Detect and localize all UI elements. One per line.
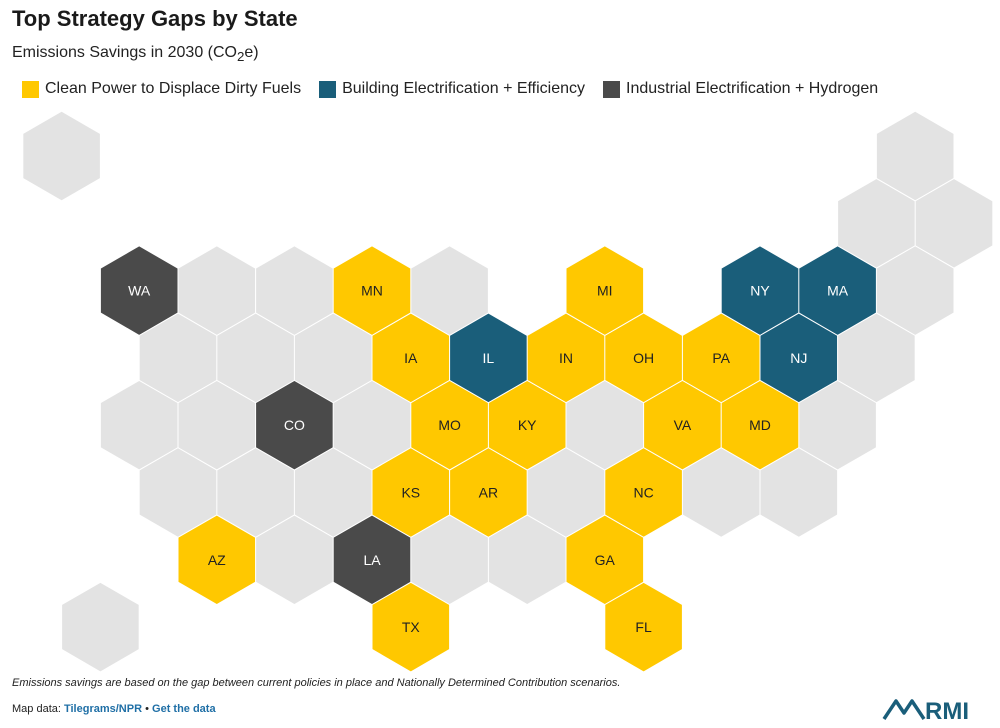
legend: Clean Power to Displace Dirty Fuels Buil… bbox=[22, 80, 896, 98]
hex-empty bbox=[61, 581, 140, 673]
hex-ma: MA bbox=[798, 245, 877, 336]
hex-tx: TX bbox=[371, 581, 450, 673]
subtitle-text: Emissions Savings in 2030 (CO bbox=[12, 44, 237, 61]
chart-subtitle: Emissions Savings in 2030 (CO2e) bbox=[12, 44, 259, 64]
state-label-nj: NJ bbox=[790, 350, 807, 366]
hex-la: LA bbox=[332, 514, 412, 605]
hex-ga: GA bbox=[565, 514, 644, 605]
subtitle-suffix: e) bbox=[244, 44, 259, 61]
footnote: Emissions savings are based on the gap b… bbox=[12, 677, 621, 689]
state-label-az: AZ bbox=[208, 552, 226, 568]
chart-title: Top Strategy Gaps by State bbox=[12, 6, 298, 31]
subtitle-subscript: 2 bbox=[236, 49, 245, 65]
state-label-nc: NC bbox=[633, 485, 653, 501]
legend-swatch-clean-power bbox=[22, 80, 39, 98]
legend-label-industrial: Industrial Electrification + Hydrogen bbox=[626, 80, 879, 97]
state-label-co: CO bbox=[284, 417, 305, 433]
state-label-md: MD bbox=[749, 417, 771, 433]
hex-shape bbox=[61, 581, 140, 673]
state-label-va: VA bbox=[674, 417, 692, 433]
legend-label-building: Building Electrification + Efficiency bbox=[342, 80, 586, 97]
state-label-ar: AR bbox=[479, 485, 498, 501]
state-label-oh: OH bbox=[633, 350, 654, 366]
hex-ny: NY bbox=[720, 245, 800, 336]
state-label-in: IN bbox=[559, 350, 573, 366]
legend-item-industrial: Industrial Electrification + Hydrogen bbox=[603, 80, 878, 98]
separator: • bbox=[142, 703, 153, 715]
rmi-logo: RMI bbox=[882, 698, 969, 722]
state-label-tx: TX bbox=[402, 619, 421, 635]
state-label-il: IL bbox=[483, 350, 495, 366]
hex-shape bbox=[371, 581, 450, 673]
state-label-la: LA bbox=[363, 552, 381, 568]
legend-item-building: Building Electrification + Efficiency bbox=[319, 80, 585, 98]
map-data-label: Map data: bbox=[12, 703, 64, 715]
state-label-ky: KY bbox=[518, 417, 537, 433]
state-label-pa: PA bbox=[712, 350, 730, 366]
state-label-ga: GA bbox=[595, 552, 616, 568]
state-label-wa: WA bbox=[128, 283, 151, 299]
hex-empty bbox=[759, 447, 838, 538]
logo-mark bbox=[882, 699, 926, 720]
hex-ar: AR bbox=[449, 447, 528, 538]
legend-swatch-building bbox=[319, 80, 337, 98]
hex-map: WA MN MI NY MA IA IL IN OH PA NJ CO MO KY VA MD KS AR NC AZ… bbox=[22, 110, 994, 673]
hex-va: VA bbox=[643, 380, 722, 471]
legend-swatch-industrial bbox=[603, 80, 621, 98]
hex-shape bbox=[759, 447, 838, 538]
hex-shape bbox=[604, 581, 683, 673]
hex-empty bbox=[22, 110, 101, 202]
hex-shape bbox=[22, 110, 101, 202]
state-label-ia: IA bbox=[404, 350, 418, 366]
state-label-fl: FL bbox=[635, 619, 652, 635]
state-label-ks: KS bbox=[401, 485, 420, 501]
hex-oh: OH bbox=[604, 312, 683, 404]
state-label-mn: MN bbox=[361, 283, 383, 299]
state-label-mo: MO bbox=[438, 417, 461, 433]
state-label-ma: MA bbox=[827, 283, 849, 299]
map-data-credit: Map data: Tilegrams/NPR • Get the data bbox=[12, 703, 216, 715]
state-label-mi: MI bbox=[597, 283, 613, 299]
source-link[interactable]: Tilegrams/NPR bbox=[63, 703, 143, 715]
legend-label-clean-power: Clean Power to Displace Dirty Fuels bbox=[45, 80, 302, 97]
get-data-link[interactable]: Get the data bbox=[152, 703, 216, 715]
hex-fl: FL bbox=[604, 581, 683, 673]
logo-text: RMI bbox=[925, 698, 969, 722]
state-label-ny: NY bbox=[750, 283, 770, 299]
legend-item-clean-power: Clean Power to Displace Dirty Fuels bbox=[22, 80, 301, 98]
